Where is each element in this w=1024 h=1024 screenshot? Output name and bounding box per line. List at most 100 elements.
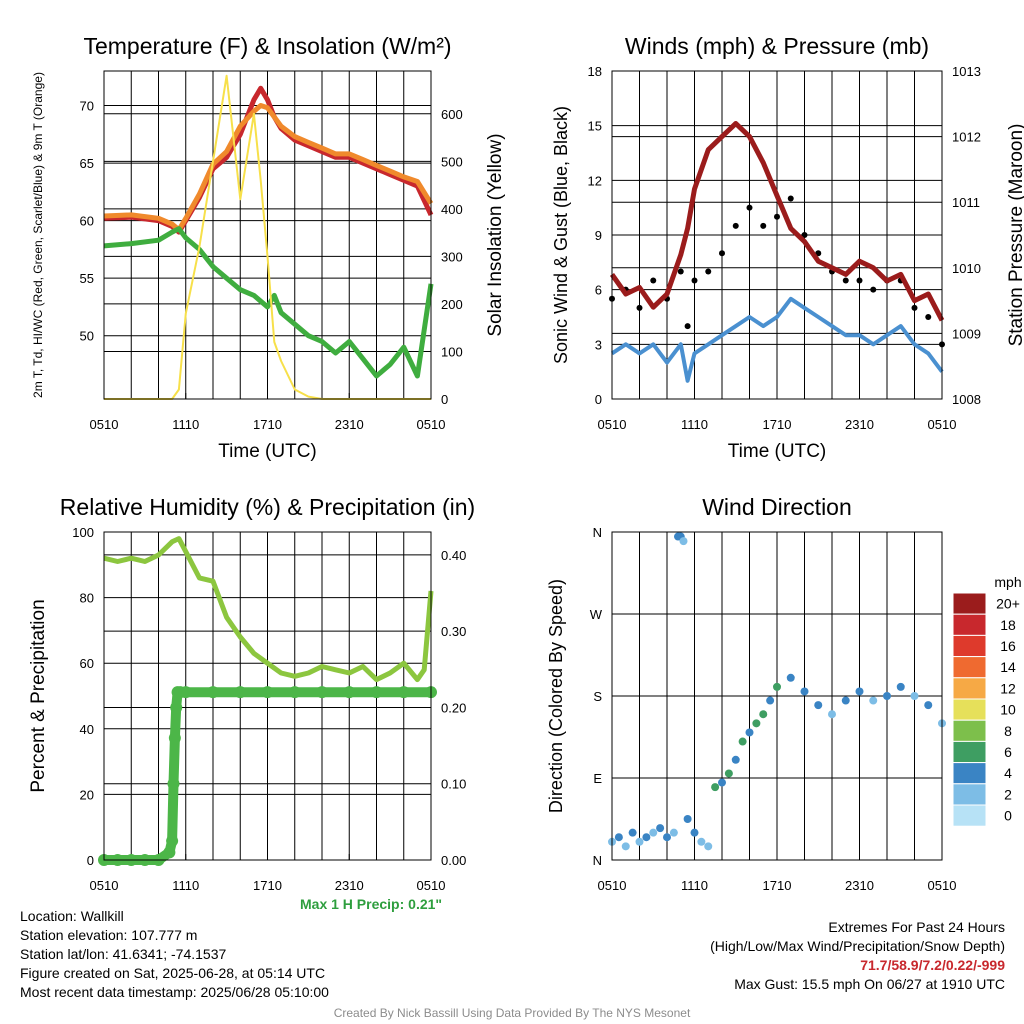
direction-point bbox=[883, 692, 891, 700]
legend-label: 10 bbox=[1000, 702, 1016, 718]
x-axis-label: Time (UTC) bbox=[218, 441, 317, 462]
direction-point bbox=[663, 833, 671, 842]
direction-point bbox=[690, 828, 699, 837]
precip-point bbox=[261, 686, 274, 699]
precip-point bbox=[234, 686, 247, 699]
x-axis-label: Time (UTC) bbox=[728, 441, 827, 462]
y-tick-label-right: 1013 bbox=[952, 64, 981, 79]
gust-point bbox=[801, 232, 808, 238]
y-tick-label-right: 500 bbox=[441, 154, 463, 169]
plot-border bbox=[611, 70, 943, 400]
x-tick-label: 1110 bbox=[172, 417, 199, 432]
legend-label: 4 bbox=[1004, 765, 1012, 781]
y-tick-label: 60 bbox=[80, 214, 94, 229]
x-tick-label: 0510 bbox=[928, 878, 957, 893]
precip-point bbox=[288, 686, 301, 699]
precip-point bbox=[343, 686, 356, 699]
y-tick-label: 40 bbox=[80, 722, 94, 737]
direction-point bbox=[828, 710, 836, 719]
gust-point bbox=[650, 277, 657, 284]
x-tick-label: 0510 bbox=[417, 878, 446, 893]
chart-2: 0510 1110 1710 2310 0510 0 3 6 9 12 15 18 1008 1009 10… bbox=[551, 33, 1024, 462]
y-tick-label: 9 bbox=[595, 228, 602, 243]
legend-label: 16 bbox=[1000, 638, 1016, 654]
gust-point bbox=[732, 222, 739, 229]
x-tick-label: 1110 bbox=[172, 878, 199, 893]
legend-swatch bbox=[952, 677, 987, 700]
gust-point bbox=[705, 268, 712, 275]
x-tick-label: 2310 bbox=[335, 417, 364, 432]
direction-point bbox=[910, 692, 919, 700]
gust-point bbox=[719, 250, 725, 257]
direction-point bbox=[642, 833, 651, 842]
chart-title: Relative Humidity (%) & Precipitation (i… bbox=[60, 494, 475, 520]
legend-swatch bbox=[952, 740, 987, 764]
direction-point bbox=[766, 696, 775, 705]
gust-point bbox=[774, 213, 780, 220]
legend-swatch bbox=[952, 592, 987, 615]
precip-point bbox=[166, 834, 179, 847]
y-tick-label: 100 bbox=[72, 525, 94, 540]
y-tick-label: 15 bbox=[588, 119, 602, 134]
x-tick-label: 1710 bbox=[763, 878, 792, 893]
y-axis-label-right: Station Pressure (Maroon) bbox=[1006, 124, 1024, 347]
direction-point bbox=[869, 696, 878, 705]
y-tick-label-right: 0.30 bbox=[441, 624, 466, 639]
y-tick-label-right: 300 bbox=[441, 249, 463, 264]
y-tick-label: 60 bbox=[80, 656, 94, 671]
gust-point bbox=[842, 277, 849, 284]
y-tick-label-right: 1010 bbox=[952, 261, 981, 276]
x-tick-label: 0510 bbox=[928, 417, 957, 432]
direction-point bbox=[628, 828, 637, 837]
y-tick-label-right: 1008 bbox=[952, 392, 981, 407]
legend-label: 18 bbox=[1000, 617, 1016, 633]
y-tick-label: 0 bbox=[595, 392, 602, 407]
credit-text: Created By Nick Bassill Using Data Provi… bbox=[333, 1006, 691, 1020]
legend-label: 12 bbox=[1000, 680, 1016, 696]
recent-text: Most recent data timestamp: 2025/06/28 0… bbox=[20, 984, 329, 1000]
x-tick-label: 0510 bbox=[417, 417, 446, 432]
x-tick-label: 1710 bbox=[253, 878, 282, 893]
gust-point bbox=[684, 323, 691, 330]
y-tick-label: 70 bbox=[80, 99, 94, 114]
y-tick-label-right: 0.00 bbox=[441, 853, 466, 868]
y-axis-label: Sonic Wind & Gust (Blue, Black) bbox=[551, 106, 571, 364]
legend-label: 0 bbox=[1004, 808, 1012, 824]
direction-point bbox=[773, 682, 781, 691]
direction-point bbox=[924, 701, 933, 710]
gust-point bbox=[746, 204, 753, 211]
direction-point bbox=[697, 837, 706, 846]
gust-point bbox=[856, 277, 863, 284]
y-tick-label-right: 1011 bbox=[952, 195, 980, 210]
direction-point bbox=[724, 769, 733, 778]
chart-1: 0510 1110 1710 2310 0510 50 55 60 65 70 0 100 200 300… bbox=[31, 33, 506, 462]
y-axis-label: Percent & Precipitation bbox=[28, 599, 49, 792]
chart-title: Wind Direction bbox=[702, 494, 852, 520]
plot-border bbox=[103, 531, 432, 861]
direction-point bbox=[614, 833, 623, 842]
direction-point bbox=[759, 710, 768, 719]
direction-point bbox=[621, 842, 630, 851]
x-tick-label: 2310 bbox=[845, 417, 874, 432]
elevation-text: Station elevation: 107.777 m bbox=[20, 927, 198, 943]
precip-point bbox=[370, 686, 383, 699]
legend-label: 20+ bbox=[996, 596, 1020, 612]
y-tick-label-right: 0.10 bbox=[441, 777, 466, 792]
legend-title: mph bbox=[994, 574, 1021, 590]
y-tick-label: E bbox=[593, 771, 602, 786]
direction-point bbox=[649, 828, 658, 837]
legend-label: 8 bbox=[1004, 723, 1012, 739]
series-line bbox=[610, 296, 944, 383]
precip-point bbox=[170, 701, 183, 714]
max-gust-text: Max Gust: 15.5 mph On 06/27 at 1910 UTC bbox=[734, 976, 1005, 992]
y-tick-label: W bbox=[590, 607, 603, 622]
location-text: Location: Wallkill bbox=[20, 908, 124, 924]
series-line bbox=[609, 121, 945, 322]
legend-label: 14 bbox=[1000, 659, 1016, 675]
y-tick-label: N bbox=[593, 525, 602, 540]
y-tick-label-right: 0.40 bbox=[441, 548, 466, 563]
precip-point bbox=[167, 777, 180, 790]
direction-point bbox=[669, 828, 678, 837]
direction-point bbox=[683, 815, 692, 823]
x-tick-label: 2310 bbox=[845, 878, 874, 893]
